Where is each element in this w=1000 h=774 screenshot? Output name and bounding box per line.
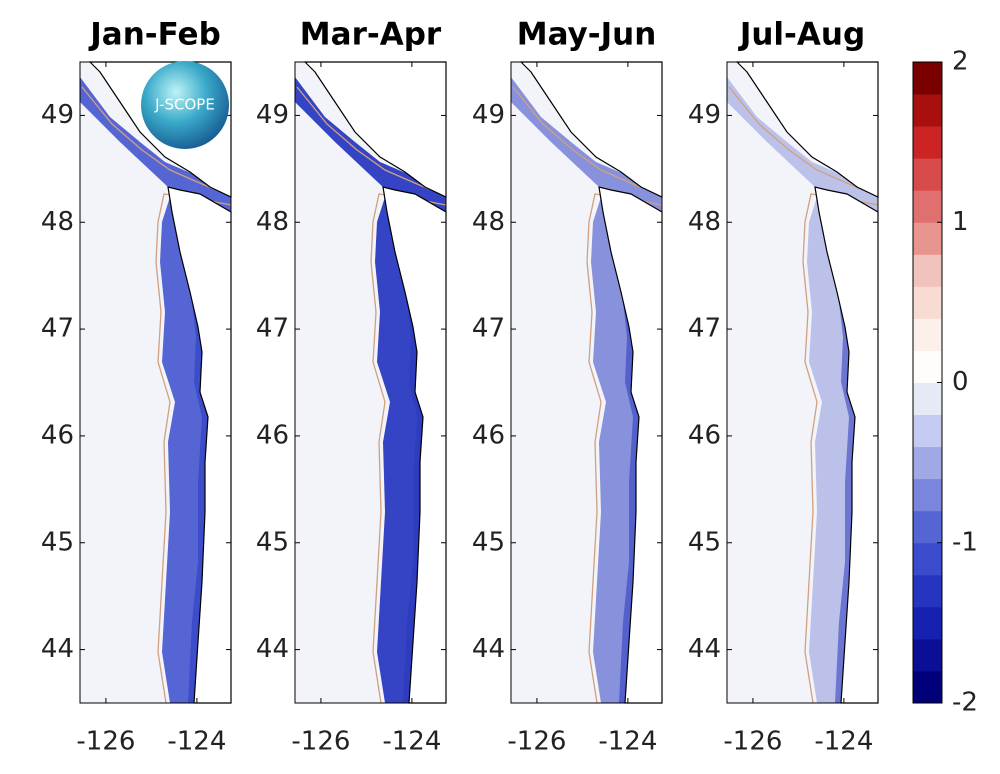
colorbar-step <box>913 62 942 95</box>
panels: Jan-Feb 44 45 46 47 48 49 -126 -124 Mar-Apr 44 45 46… <box>41 17 879 757</box>
colorbar-tick-label: -1 <box>952 527 978 557</box>
y-tick-label: 45 <box>41 527 74 557</box>
logo-text: J-SCOPE <box>154 96 215 114</box>
y-tick-label: 48 <box>256 207 289 237</box>
colorbar-step <box>913 414 942 448</box>
y-tick-label: 45 <box>256 527 289 557</box>
x-tick-label: -124 <box>167 727 226 757</box>
y-tick-label: 49 <box>688 100 721 130</box>
colorbar-step <box>913 446 942 480</box>
panel-title: May-Jun <box>517 17 657 53</box>
colorbar-step <box>913 318 942 351</box>
y-tick-label: 48 <box>41 207 74 237</box>
colorbar-step <box>913 286 942 319</box>
panel-title: Mar-Apr <box>300 17 442 53</box>
x-tick-label: -124 <box>598 727 657 757</box>
y-tick-label: 44 <box>688 634 721 664</box>
y-tick-label: 49 <box>472 100 505 130</box>
colorbar-step <box>913 158 942 191</box>
colorbar-tick-label: -2 <box>952 688 978 718</box>
y-tick-label: 48 <box>688 207 721 237</box>
y-tick-label: 45 <box>688 527 721 557</box>
colorbar-step <box>913 126 942 159</box>
colorbar-tick-label: 0 <box>952 367 969 397</box>
logo: J-SCOPE <box>141 61 229 149</box>
y-tick-label: 46 <box>472 420 505 450</box>
axes-frame <box>726 61 879 704</box>
colorbar-tick-label: 2 <box>952 47 969 77</box>
logo-disc <box>141 61 229 149</box>
colorbar-step <box>913 606 942 640</box>
map-panel <box>511 61 663 704</box>
colorbar-step <box>913 190 942 223</box>
y-tick-label: 46 <box>256 420 289 450</box>
colorbar-step <box>913 510 942 544</box>
y-tick-label: 44 <box>41 634 74 664</box>
axes-frame <box>294 61 447 704</box>
x-tick-label: -126 <box>507 727 566 757</box>
y-tick-label: 48 <box>472 207 505 237</box>
colorbar-step <box>913 254 942 287</box>
x-tick-label: -124 <box>382 727 441 757</box>
y-tick-label: 46 <box>688 420 721 450</box>
map-panel <box>727 61 879 704</box>
colorbar-step <box>913 382 942 416</box>
y-tick-label: 47 <box>688 314 721 344</box>
map-panel <box>295 61 447 704</box>
colorbar-step <box>913 478 942 512</box>
y-tick-label: 44 <box>472 634 505 664</box>
panel-title: Jan-Feb <box>88 17 221 53</box>
colorbar-step <box>913 574 942 608</box>
y-tick-label: 45 <box>472 527 505 557</box>
map-panel <box>80 61 232 704</box>
colorbar: -2 -1 0 1 2 <box>912 47 978 718</box>
y-tick-label: 49 <box>41 100 74 130</box>
y-tick-label: 46 <box>41 420 74 450</box>
x-tick-label: -124 <box>814 727 873 757</box>
colorbar-step <box>913 350 942 383</box>
colorbar-tick-label: 1 <box>952 207 969 237</box>
axes-frame <box>79 61 232 704</box>
panel-title: Jul-Aug <box>738 17 865 53</box>
y-tick-label: 44 <box>256 634 289 664</box>
colorbar-step <box>913 94 942 127</box>
x-tick-label: -126 <box>291 727 350 757</box>
colorbar-step <box>913 670 942 704</box>
colorbar-step <box>913 542 942 576</box>
y-tick-label: 47 <box>41 314 74 344</box>
x-tick-label: -126 <box>76 727 135 757</box>
x-tick-label: -126 <box>723 727 782 757</box>
colorbar-step <box>913 638 942 672</box>
y-tick-label: 49 <box>256 100 289 130</box>
colorbar-step <box>913 222 942 255</box>
y-tick-label: 47 <box>256 314 289 344</box>
y-tick-label: 47 <box>472 314 505 344</box>
axes-frame <box>510 61 663 704</box>
